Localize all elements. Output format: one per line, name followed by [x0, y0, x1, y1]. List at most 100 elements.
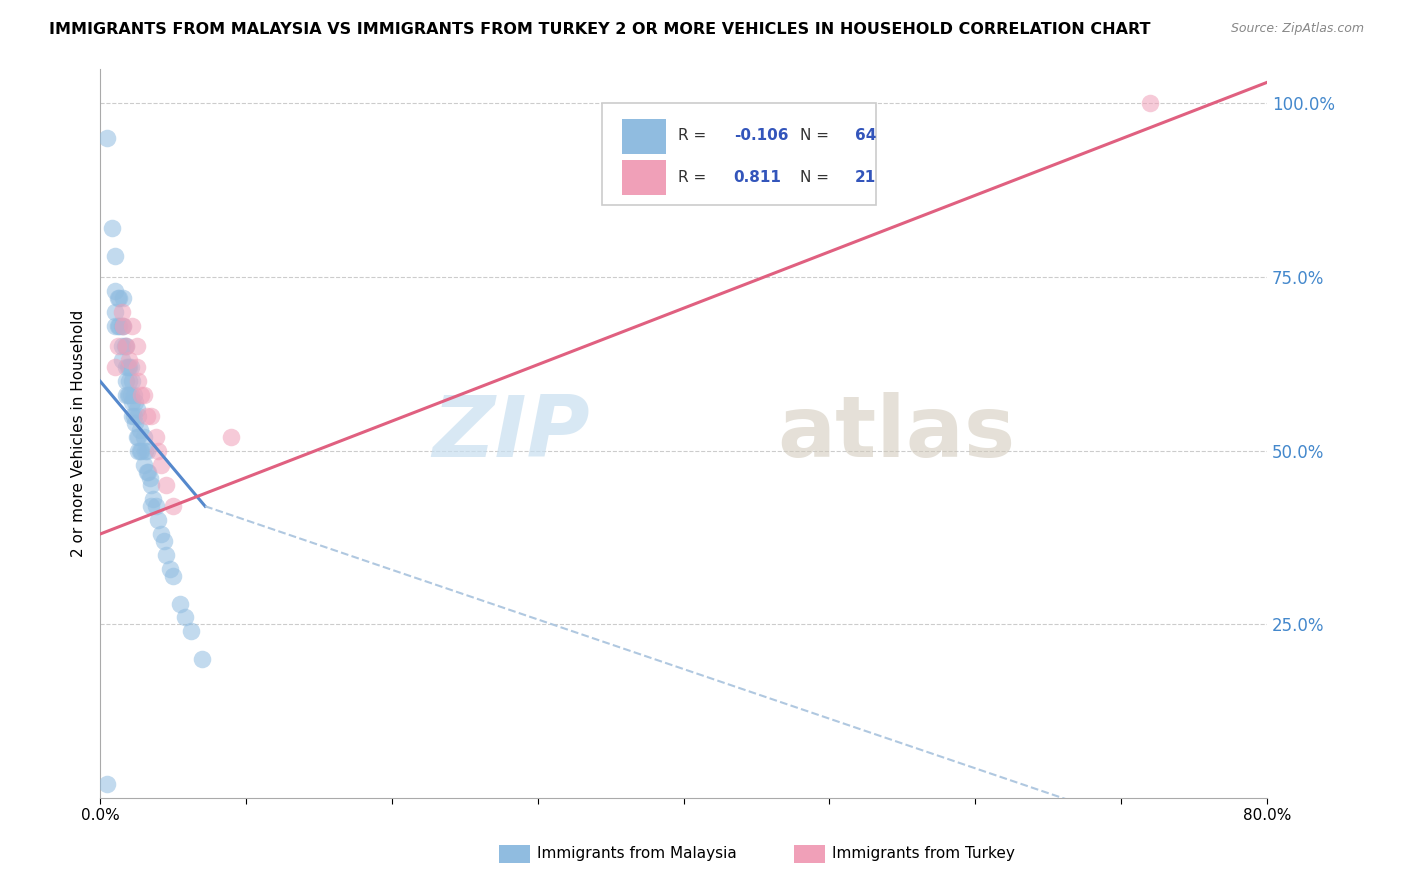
Point — [111, 353, 134, 368]
Point — [108, 291, 131, 305]
Point — [121, 409, 143, 423]
Point — [148, 443, 170, 458]
Point — [111, 318, 134, 333]
Point — [138, 471, 160, 485]
Point — [115, 339, 138, 353]
Point — [108, 318, 131, 333]
Y-axis label: 2 or more Vehicles in Household: 2 or more Vehicles in Household — [72, 310, 86, 557]
Point — [121, 374, 143, 388]
Point — [107, 291, 129, 305]
Point — [127, 409, 149, 423]
Point — [120, 360, 142, 375]
Point — [150, 527, 173, 541]
Point — [107, 339, 129, 353]
Point — [150, 458, 173, 472]
Point — [132, 430, 155, 444]
Point — [125, 360, 148, 375]
Point — [155, 478, 177, 492]
Point — [104, 318, 127, 333]
Point — [114, 339, 136, 353]
Point — [117, 360, 139, 375]
Point — [104, 249, 127, 263]
Point — [128, 423, 150, 437]
Text: R =: R = — [678, 128, 711, 143]
Point — [120, 388, 142, 402]
Point — [141, 409, 163, 423]
Point — [121, 395, 143, 409]
Point — [127, 430, 149, 444]
Point — [121, 318, 143, 333]
Point — [153, 533, 176, 548]
Point — [124, 395, 146, 409]
Point — [115, 339, 138, 353]
Text: Immigrants from Malaysia: Immigrants from Malaysia — [537, 847, 737, 861]
Point — [191, 652, 214, 666]
Point — [134, 443, 156, 458]
Bar — [621, 119, 666, 154]
Text: Immigrants from Turkey: Immigrants from Turkey — [832, 847, 1015, 861]
Point — [101, 221, 124, 235]
Text: atlas: atlas — [778, 392, 1015, 475]
FancyBboxPatch shape — [602, 103, 876, 205]
Text: R =: R = — [678, 170, 711, 186]
Point — [124, 416, 146, 430]
Point — [221, 430, 243, 444]
Text: ZIP: ZIP — [433, 392, 591, 475]
Point — [128, 443, 150, 458]
Text: N =: N = — [800, 128, 834, 143]
Point — [112, 291, 135, 305]
Point — [104, 284, 127, 298]
Point — [118, 360, 141, 375]
Point — [112, 318, 135, 333]
Point — [142, 492, 165, 507]
Point — [135, 443, 157, 458]
Point — [135, 409, 157, 423]
Point — [169, 597, 191, 611]
Point — [1139, 96, 1161, 111]
Point — [162, 500, 184, 514]
Text: IMMIGRANTS FROM MALAYSIA VS IMMIGRANTS FROM TURKEY 2 OR MORE VEHICLES IN HOUSEHO: IMMIGRANTS FROM MALAYSIA VS IMMIGRANTS F… — [49, 22, 1150, 37]
Point — [145, 500, 167, 514]
Point — [122, 388, 145, 402]
Point — [118, 353, 141, 368]
Point — [173, 610, 195, 624]
Text: Source: ZipAtlas.com: Source: ZipAtlas.com — [1230, 22, 1364, 36]
Point — [129, 443, 152, 458]
Point — [112, 318, 135, 333]
Point — [115, 374, 138, 388]
Text: -0.106: -0.106 — [734, 128, 789, 143]
Point — [136, 465, 159, 479]
Point — [125, 401, 148, 416]
Text: 64: 64 — [855, 128, 876, 143]
Point — [155, 548, 177, 562]
Point — [117, 388, 139, 402]
Point — [115, 360, 138, 375]
Point — [148, 513, 170, 527]
Point — [127, 374, 149, 388]
Point — [135, 465, 157, 479]
Point — [125, 339, 148, 353]
Text: 21: 21 — [855, 170, 876, 186]
Point — [111, 339, 134, 353]
Bar — [621, 161, 666, 195]
Point — [115, 388, 138, 402]
Point — [145, 430, 167, 444]
Point — [127, 443, 149, 458]
Point — [118, 388, 141, 402]
Point — [129, 388, 152, 402]
Text: N =: N = — [800, 170, 834, 186]
Point — [141, 500, 163, 514]
Point — [96, 131, 118, 145]
Point — [125, 430, 148, 444]
Point — [141, 478, 163, 492]
Point — [111, 304, 134, 318]
Point — [132, 458, 155, 472]
Point — [159, 562, 181, 576]
Point — [122, 409, 145, 423]
Point — [107, 318, 129, 333]
Point — [118, 374, 141, 388]
Point — [180, 624, 202, 639]
Point — [104, 360, 127, 375]
Point — [132, 388, 155, 402]
Point — [104, 304, 127, 318]
